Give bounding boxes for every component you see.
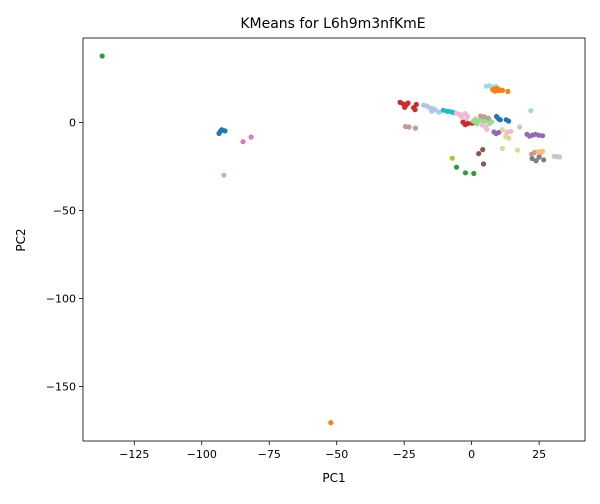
data-point — [474, 121, 480, 127]
data-point — [533, 158, 539, 164]
data-point — [539, 148, 546, 154]
x-tick-label: 25 — [532, 448, 546, 461]
plot-area — [83, 38, 585, 441]
data-point — [476, 151, 482, 157]
data-point — [514, 147, 521, 153]
data-point — [557, 154, 563, 160]
data-point — [222, 128, 228, 134]
data-point — [480, 147, 486, 153]
data-point — [499, 87, 505, 93]
data-point — [489, 119, 495, 125]
data-point — [462, 170, 468, 176]
data-point — [440, 107, 446, 113]
data-point — [491, 86, 497, 92]
x-axis-label: PC1 — [322, 471, 345, 485]
y-tick-label: −100 — [46, 292, 76, 305]
points-layer — [99, 53, 563, 426]
data-point — [436, 109, 442, 115]
x-tick-label: −125 — [119, 448, 149, 461]
data-point — [508, 128, 514, 134]
data-point — [484, 126, 490, 132]
data-point — [499, 145, 505, 152]
data-point — [499, 127, 505, 133]
chart-title: KMeans for L6h9m3nfKmE — [240, 16, 425, 32]
data-point — [449, 155, 455, 161]
data-point — [465, 120, 471, 127]
x-tick-label: −25 — [393, 448, 416, 461]
y-tick-label: −50 — [53, 204, 76, 217]
data-point — [540, 133, 546, 139]
data-point — [406, 124, 412, 130]
data-point — [99, 53, 105, 59]
data-point — [528, 108, 534, 114]
y-tick-label: 0 — [69, 116, 76, 129]
x-tick-label: −75 — [258, 448, 281, 461]
data-point — [506, 135, 512, 141]
data-point — [402, 104, 408, 110]
y-tick-label: −150 — [46, 380, 76, 393]
data-point — [453, 164, 460, 170]
data-point — [328, 420, 334, 426]
data-point — [429, 108, 435, 114]
x-axis-ticks: −125 −100 −75 −50 −25 0 25 — [119, 441, 546, 461]
data-point — [536, 154, 542, 160]
y-axis-label: PC2 — [14, 228, 28, 251]
plot-frame — [82, 37, 586, 442]
x-tick-label: 0 — [468, 448, 475, 461]
data-point — [413, 101, 419, 108]
data-point — [216, 130, 222, 136]
data-point — [412, 107, 418, 113]
data-point — [529, 155, 535, 162]
data-point — [480, 161, 487, 167]
data-point — [541, 157, 547, 163]
data-point — [517, 124, 523, 130]
data-point — [497, 117, 503, 123]
data-point — [506, 118, 512, 124]
x-tick-label: −100 — [187, 448, 217, 461]
data-point — [485, 115, 491, 121]
data-point — [471, 170, 477, 177]
x-tick-label: −50 — [325, 448, 348, 461]
data-point — [405, 100, 411, 106]
data-point — [478, 113, 484, 119]
data-point — [505, 88, 511, 95]
data-point — [240, 139, 246, 145]
data-point — [248, 134, 254, 140]
data-point — [412, 125, 419, 131]
data-point — [221, 172, 227, 178]
data-point — [458, 114, 464, 120]
y-axis-ticks: 0 −50 −100 −150 — [46, 116, 83, 393]
